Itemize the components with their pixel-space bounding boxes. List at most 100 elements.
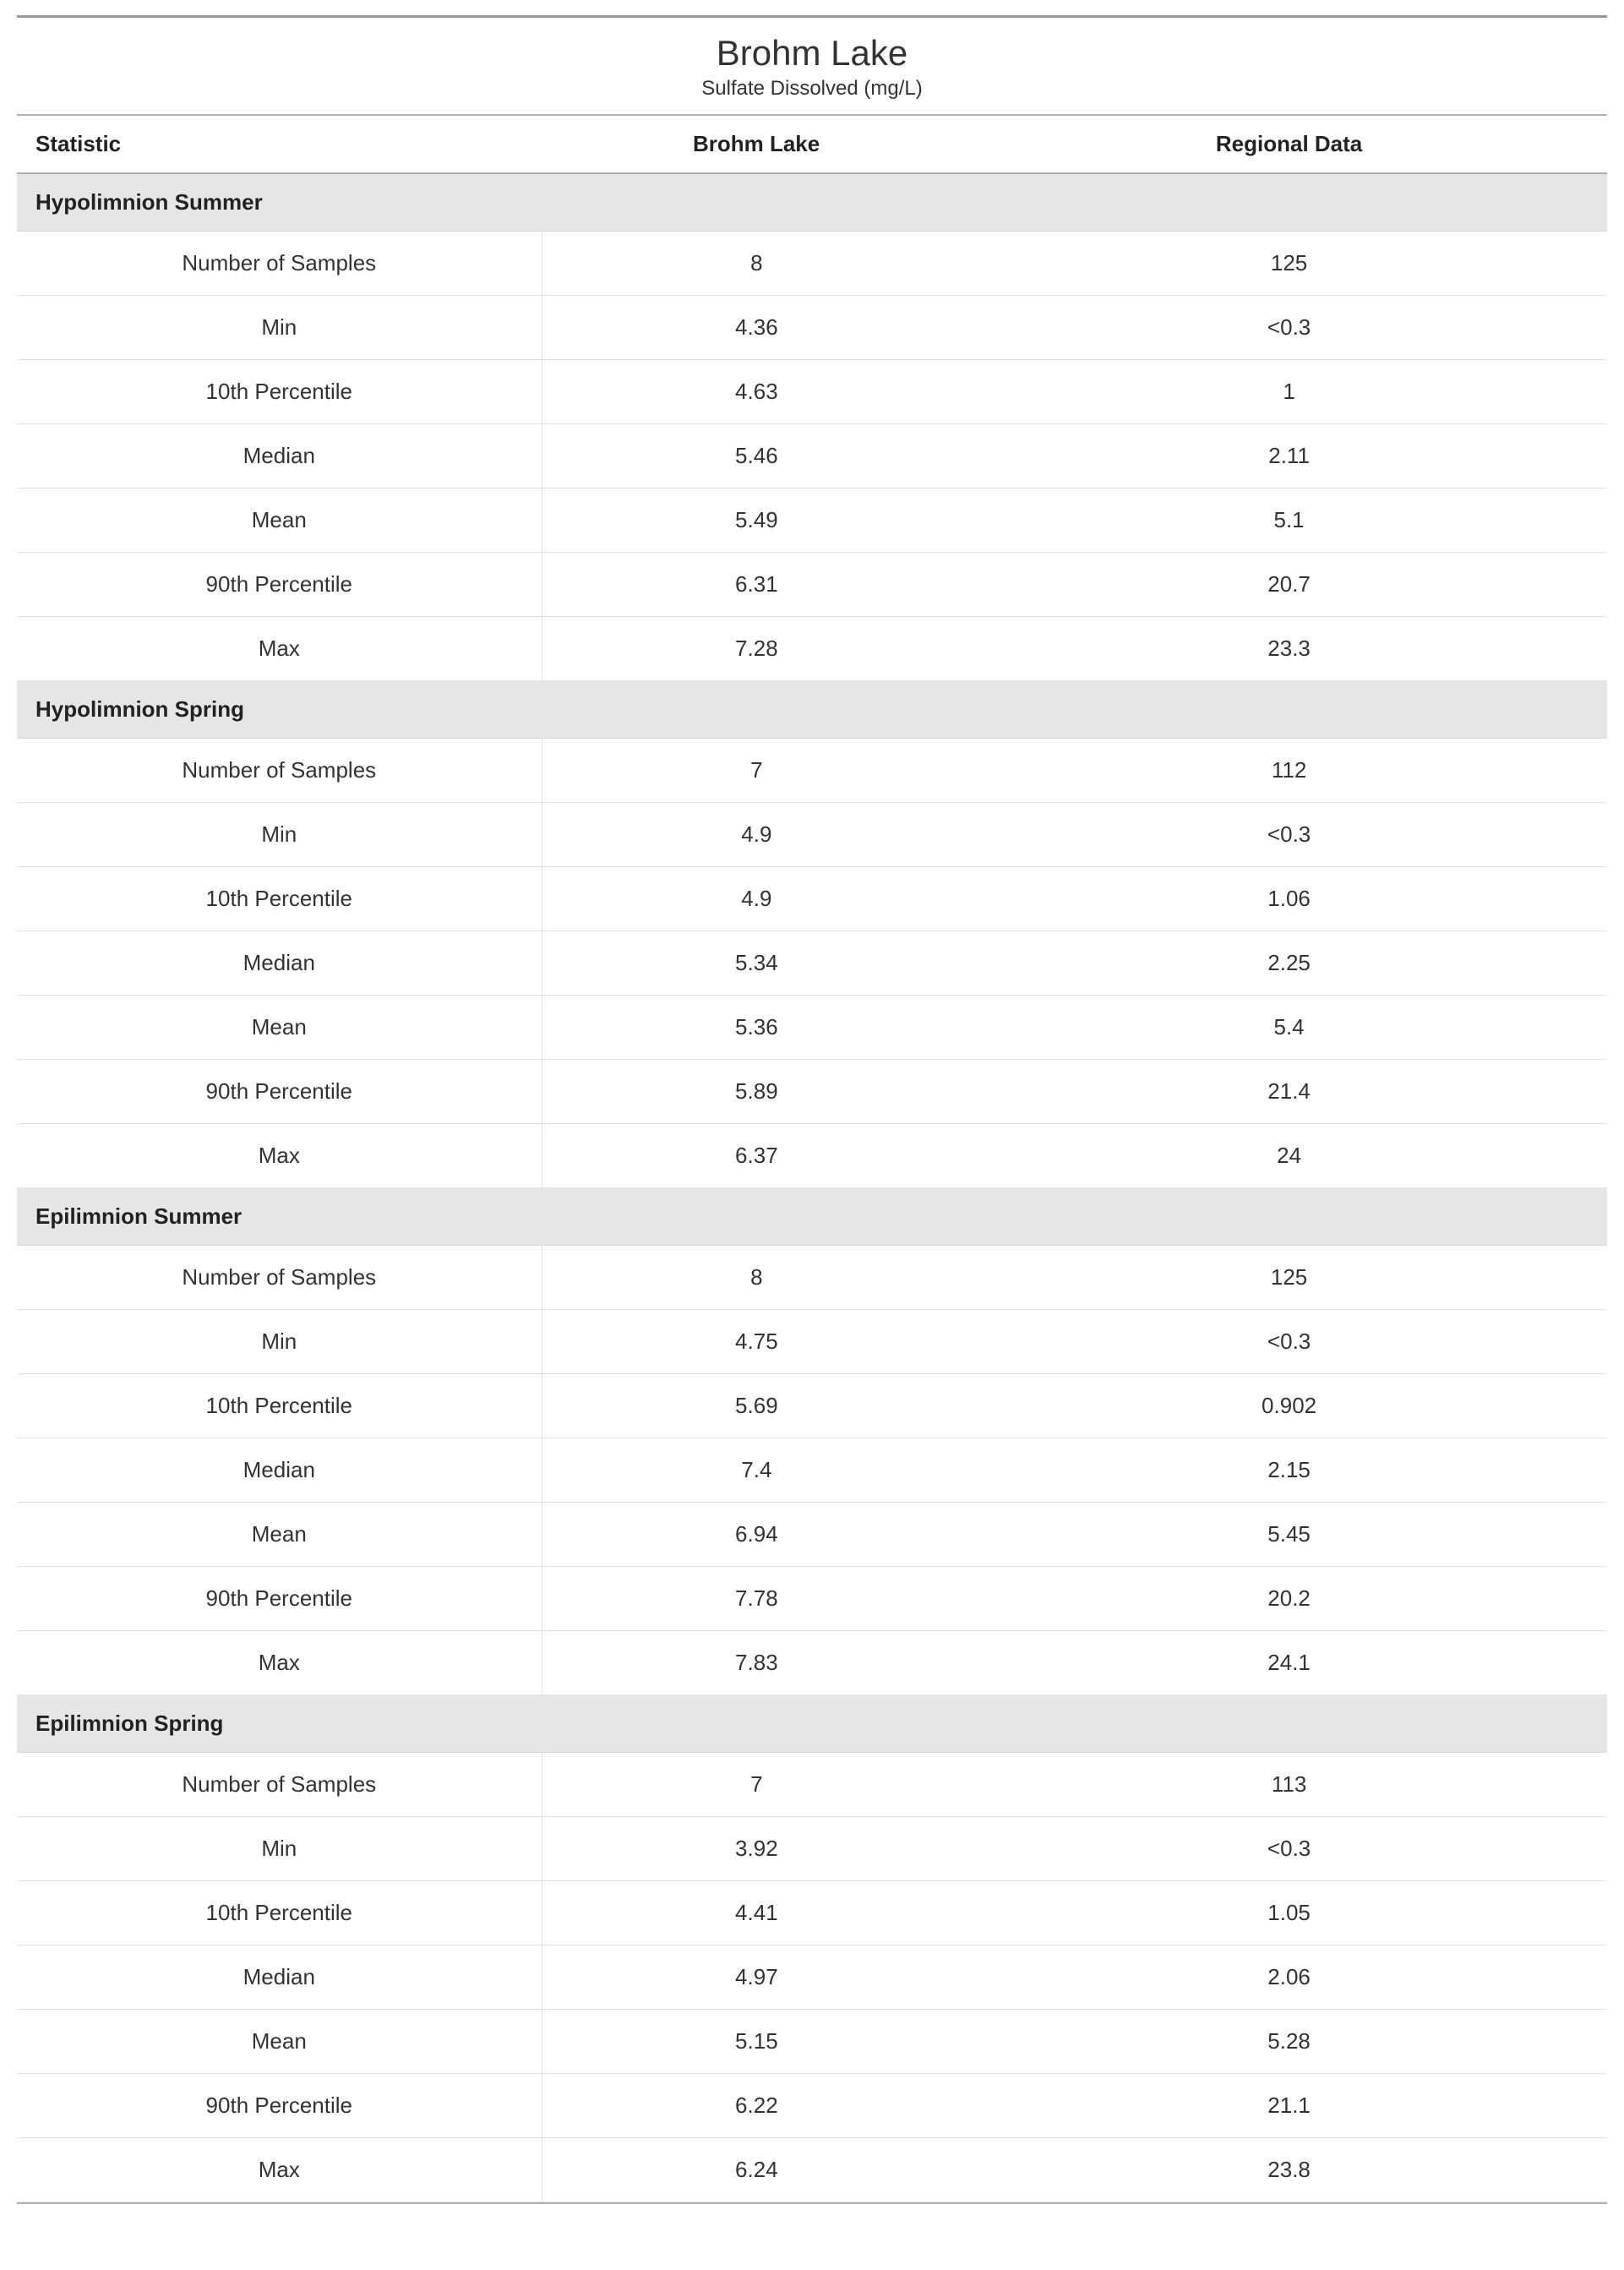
section-header: Epilimnion Summer xyxy=(17,1188,1607,1246)
lake-value: 6.94 xyxy=(542,1503,971,1567)
region-value: <0.3 xyxy=(971,296,1607,360)
table-row: Max7.2823.3 xyxy=(17,617,1607,681)
table-row: Median4.972.06 xyxy=(17,1945,1607,2010)
report-subtitle: Sulfate Dissolved (mg/L) xyxy=(17,77,1607,114)
col-header-statistic: Statistic xyxy=(17,115,542,173)
stat-label: 90th Percentile xyxy=(17,1060,542,1124)
table-row: 90th Percentile7.7820.2 xyxy=(17,1567,1607,1631)
report-title: Brohm Lake xyxy=(17,18,1607,77)
stat-label: Number of Samples xyxy=(17,1753,542,1817)
table-row: Max6.2423.8 xyxy=(17,2138,1607,2202)
table-row: 90th Percentile6.3120.7 xyxy=(17,553,1607,617)
stat-label: Min xyxy=(17,1817,542,1881)
region-value: 5.1 xyxy=(971,488,1607,553)
table-row: Mean5.365.4 xyxy=(17,996,1607,1060)
region-value: 0.902 xyxy=(971,1374,1607,1438)
region-value: 23.3 xyxy=(971,617,1607,681)
section-header-row: Hypolimnion Spring xyxy=(17,681,1607,739)
table-row: 90th Percentile6.2221.1 xyxy=(17,2074,1607,2138)
region-value: 5.4 xyxy=(971,996,1607,1060)
region-value: 113 xyxy=(971,1753,1607,1817)
region-value: 5.28 xyxy=(971,2010,1607,2074)
lake-value: 3.92 xyxy=(542,1817,971,1881)
stat-label: Max xyxy=(17,617,542,681)
stat-label: 10th Percentile xyxy=(17,1374,542,1438)
region-value: 21.1 xyxy=(971,2074,1607,2138)
stat-label: 90th Percentile xyxy=(17,1567,542,1631)
lake-value: 5.69 xyxy=(542,1374,971,1438)
table-row: Min4.75<0.3 xyxy=(17,1310,1607,1374)
stat-label: 10th Percentile xyxy=(17,1881,542,1945)
table-row: Max7.8324.1 xyxy=(17,1631,1607,1695)
table-row: Mean5.495.1 xyxy=(17,488,1607,553)
stat-label: 90th Percentile xyxy=(17,553,542,617)
lake-value: 4.75 xyxy=(542,1310,971,1374)
region-value: 2.25 xyxy=(971,931,1607,996)
table-row: Median7.42.15 xyxy=(17,1438,1607,1503)
table-row: 10th Percentile4.631 xyxy=(17,360,1607,424)
stat-label: 10th Percentile xyxy=(17,867,542,931)
bottom-rule xyxy=(17,2202,1607,2204)
lake-value: 7.28 xyxy=(542,617,971,681)
stat-label: Max xyxy=(17,2138,542,2202)
lake-value: 7 xyxy=(542,739,971,803)
region-value: 20.7 xyxy=(971,553,1607,617)
table-row: 10th Percentile4.411.05 xyxy=(17,1881,1607,1945)
table-row: Min4.9<0.3 xyxy=(17,803,1607,867)
stat-label: Max xyxy=(17,1124,542,1188)
stat-label: Min xyxy=(17,1310,542,1374)
col-header-lake: Brohm Lake xyxy=(542,115,971,173)
lake-value: 5.34 xyxy=(542,931,971,996)
region-value: 5.45 xyxy=(971,1503,1607,1567)
table-row: Min4.36<0.3 xyxy=(17,296,1607,360)
region-value: 1.06 xyxy=(971,867,1607,931)
stat-label: Min xyxy=(17,803,542,867)
region-value: 21.4 xyxy=(971,1060,1607,1124)
region-value: 20.2 xyxy=(971,1567,1607,1631)
lake-value: 8 xyxy=(542,232,971,296)
table-row: 10th Percentile4.91.06 xyxy=(17,867,1607,931)
region-value: <0.3 xyxy=(971,1817,1607,1881)
stat-label: Max xyxy=(17,1631,542,1695)
lake-value: 8 xyxy=(542,1246,971,1310)
region-value: 24.1 xyxy=(971,1631,1607,1695)
region-value: 112 xyxy=(971,739,1607,803)
lake-value: 4.9 xyxy=(542,803,971,867)
lake-value: 4.63 xyxy=(542,360,971,424)
table-header-row: Statistic Brohm Lake Regional Data xyxy=(17,115,1607,173)
lake-value: 4.41 xyxy=(542,1881,971,1945)
lake-value: 6.37 xyxy=(542,1124,971,1188)
lake-value: 6.22 xyxy=(542,2074,971,2138)
region-value: 2.11 xyxy=(971,424,1607,488)
region-value: 2.06 xyxy=(971,1945,1607,2010)
stat-label: Min xyxy=(17,296,542,360)
table-row: Max6.3724 xyxy=(17,1124,1607,1188)
lake-value: 7.78 xyxy=(542,1567,971,1631)
section-header: Hypolimnion Spring xyxy=(17,681,1607,739)
region-value: <0.3 xyxy=(971,1310,1607,1374)
stat-label: 90th Percentile xyxy=(17,2074,542,2138)
lake-value: 4.9 xyxy=(542,867,971,931)
region-value: 1 xyxy=(971,360,1607,424)
table-row: Median5.462.11 xyxy=(17,424,1607,488)
stat-label: Median xyxy=(17,1945,542,2010)
stat-label: Mean xyxy=(17,996,542,1060)
lake-value: 7.4 xyxy=(542,1438,971,1503)
lake-value: 5.15 xyxy=(542,2010,971,2074)
table-row: Number of Samples8125 xyxy=(17,1246,1607,1310)
lake-value: 5.46 xyxy=(542,424,971,488)
region-value: 125 xyxy=(971,232,1607,296)
region-value: 2.15 xyxy=(971,1438,1607,1503)
lake-value: 5.89 xyxy=(542,1060,971,1124)
table-row: Min3.92<0.3 xyxy=(17,1817,1607,1881)
stat-label: 10th Percentile xyxy=(17,360,542,424)
section-header: Hypolimnion Summer xyxy=(17,173,1607,232)
table-row: 90th Percentile5.8921.4 xyxy=(17,1060,1607,1124)
lake-value: 5.49 xyxy=(542,488,971,553)
region-value: <0.3 xyxy=(971,803,1607,867)
stat-label: Number of Samples xyxy=(17,739,542,803)
stat-label: Mean xyxy=(17,2010,542,2074)
table-row: Number of Samples8125 xyxy=(17,232,1607,296)
lake-value: 4.36 xyxy=(542,296,971,360)
table-row: Mean5.155.28 xyxy=(17,2010,1607,2074)
